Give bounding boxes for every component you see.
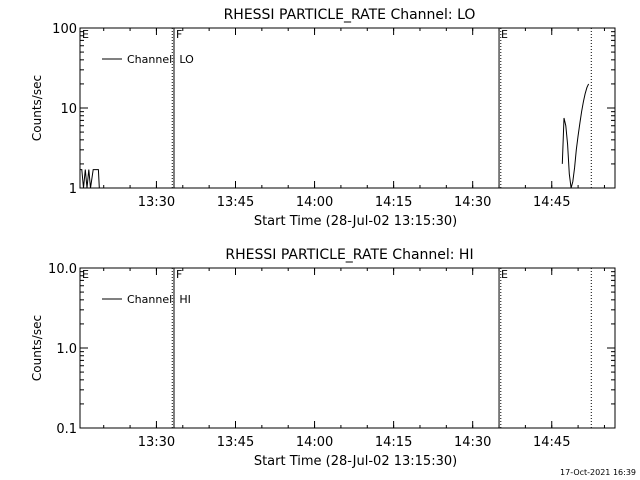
chart-title: RHESSI PARTICLE_RATE Channel: HI bbox=[225, 247, 473, 263]
event-marker-label: F bbox=[176, 28, 182, 41]
y-axis-label: Counts/sec bbox=[30, 75, 44, 141]
legend-label: Channel: HI bbox=[127, 293, 191, 306]
footer-timestamp: 17-Oct-2021 16:39 bbox=[560, 468, 636, 477]
event-marker-label: E bbox=[82, 268, 89, 281]
x-tick-label: 13:30 bbox=[138, 435, 175, 450]
x-tick-label: 14:00 bbox=[296, 195, 333, 210]
chart-panel-2: RHESSI PARTICLE_RATE Channel: HI Start Ti… bbox=[30, 247, 616, 469]
y-tick-label: 1 bbox=[69, 182, 77, 197]
event-marker-label: E bbox=[501, 28, 508, 41]
chart-title: RHESSI PARTICLE_RATE Channel: LO bbox=[224, 7, 476, 23]
event-marker-label: E bbox=[82, 28, 89, 41]
x-tick-label: 13:45 bbox=[217, 195, 254, 210]
series-line bbox=[80, 169, 100, 189]
x-tick-label: 13:30 bbox=[138, 195, 175, 210]
event-marker-label: F bbox=[176, 268, 182, 281]
x-axis-label: Start Time (28-Jul-02 13:15:30) bbox=[254, 454, 457, 469]
y-tick-label: 0.1 bbox=[56, 422, 77, 437]
plot-frame bbox=[79, 27, 616, 189]
y-axis-label: Counts/sec bbox=[30, 315, 44, 381]
event-marker-label: E bbox=[501, 268, 508, 281]
x-tick-label: 14:00 bbox=[296, 435, 333, 450]
x-tick-label: 14:30 bbox=[454, 435, 491, 450]
x-tick-label: 14:45 bbox=[533, 435, 570, 450]
y-tick-label: 10.0 bbox=[48, 262, 77, 277]
series-line bbox=[561, 83, 590, 189]
x-tick-label: 14:15 bbox=[375, 435, 412, 450]
x-tick-label: 14:15 bbox=[375, 195, 412, 210]
chart-panel-1: RHESSI PARTICLE_RATE Channel: LO Start Ti… bbox=[30, 7, 616, 229]
legend-label: Channel: LO bbox=[127, 53, 194, 66]
x-axis-label: Start Time (28-Jul-02 13:15:30) bbox=[254, 214, 457, 229]
plot-frame bbox=[79, 267, 616, 429]
y-tick-label: 100 bbox=[52, 22, 77, 37]
y-tick-label: 1.0 bbox=[56, 342, 77, 357]
y-tick-label: 10 bbox=[60, 102, 77, 117]
x-tick-label: 14:30 bbox=[454, 195, 491, 210]
x-tick-label: 14:45 bbox=[533, 195, 570, 210]
x-tick-label: 13:45 bbox=[217, 435, 254, 450]
